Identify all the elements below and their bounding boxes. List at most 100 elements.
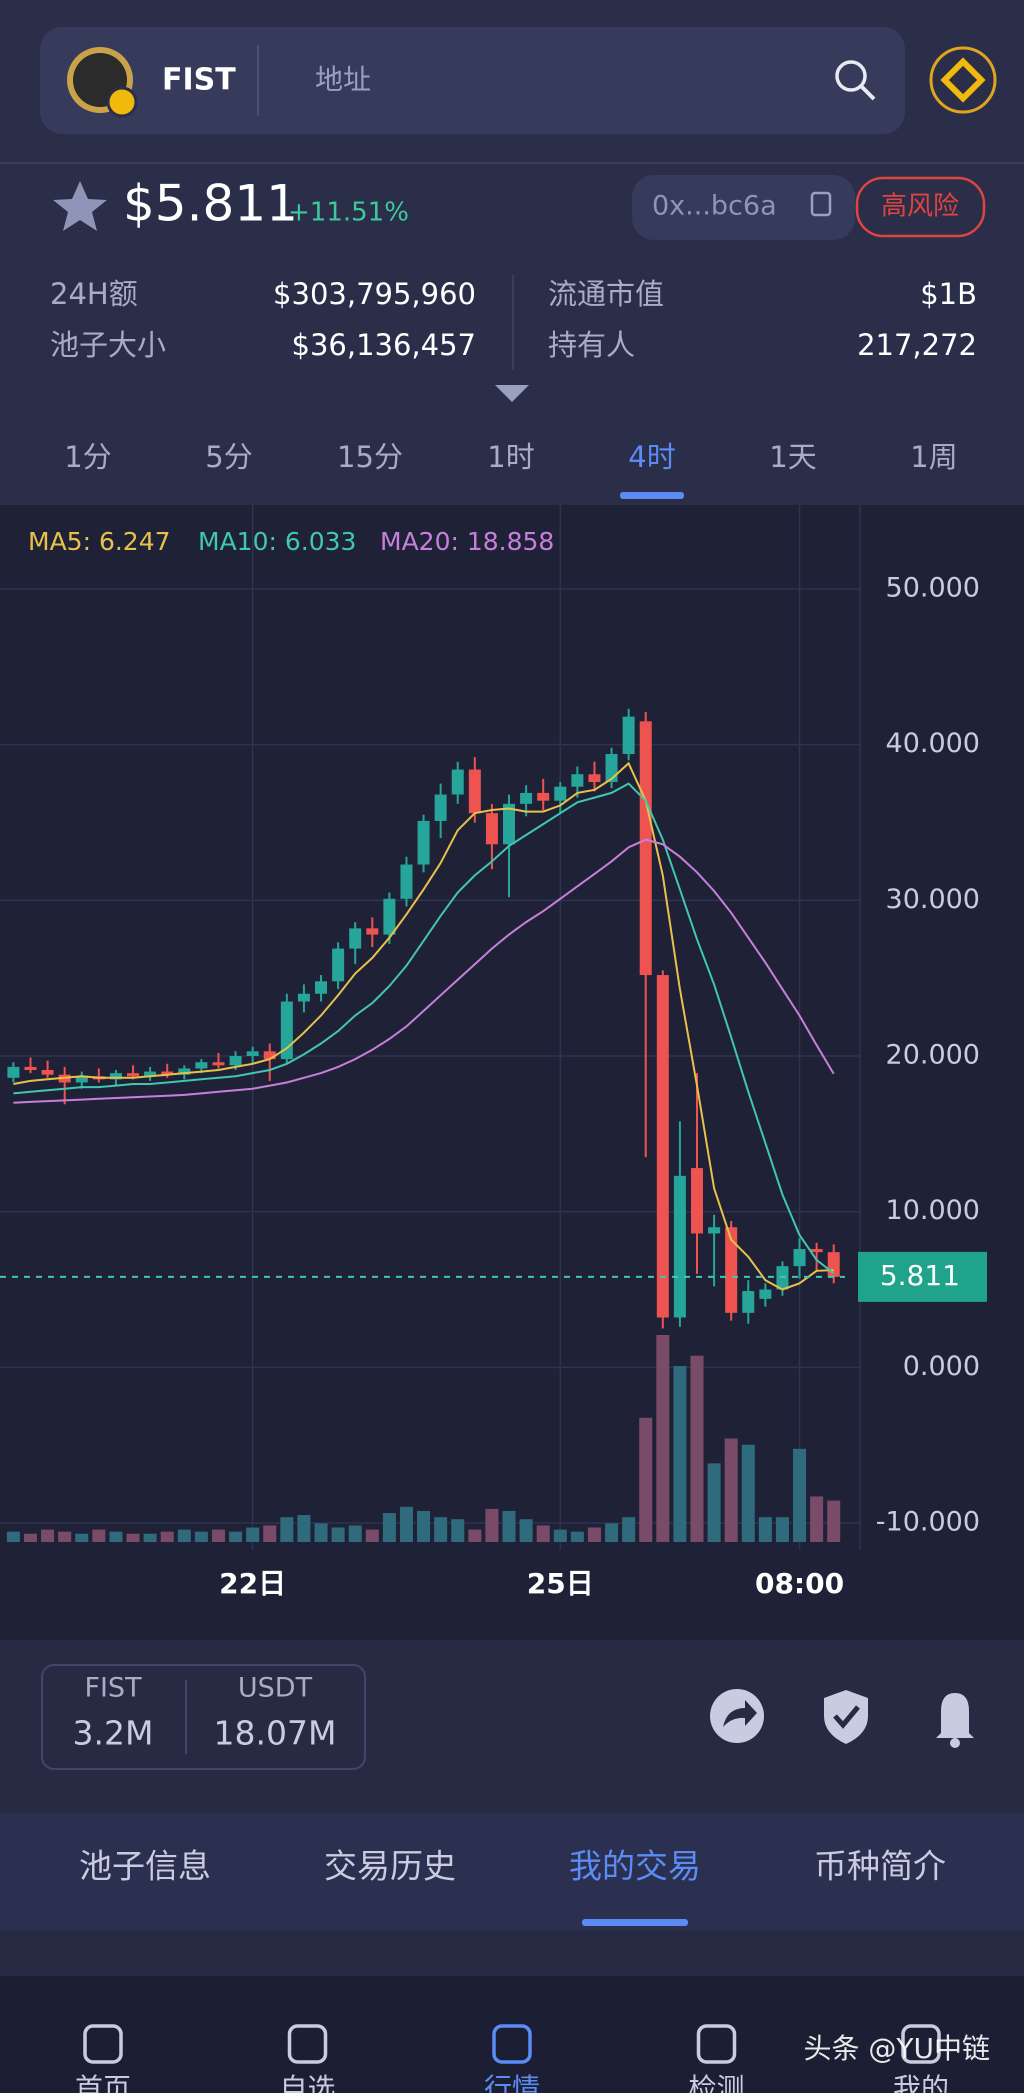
nav-label[interactable]: 我的 [893,2072,949,2093]
candle-body [793,1249,806,1267]
volume-bar [399,1506,413,1542]
token-name: FIST [162,63,236,98]
volume-bar [724,1438,738,1542]
candle-body [759,1289,772,1299]
volume-bar [194,1531,208,1542]
security-button[interactable] [824,1690,868,1744]
candle-body [554,786,567,801]
candle-body [810,1249,823,1253]
volume-bar [109,1531,123,1542]
section-tab[interactable]: 交易历史 [324,1847,456,1886]
volume-bar [331,1527,345,1542]
nav-label[interactable]: 行情 [484,2072,540,2093]
volume-bar [519,1519,533,1542]
candle-body [229,1056,242,1066]
stat-value: $1B [920,277,977,311]
volume-bar [126,1533,140,1542]
current-price-box [858,1251,987,1302]
nav-icon[interactable] [287,2024,328,2064]
timeframe-tab[interactable]: 1周 [910,440,957,474]
volume-bar [451,1519,465,1542]
volume-bar [622,1517,636,1542]
address-pill[interactable] [632,175,855,240]
volume-bar [348,1525,362,1542]
volume-bar [434,1517,448,1542]
volume-bar [314,1523,328,1542]
search-placeholder: 地址 [315,63,371,96]
search-bar[interactable] [40,27,905,134]
copy-icon[interactable] [810,191,832,217]
volume-bar [775,1517,789,1542]
y-tick-label: 0.000 [903,1351,980,1382]
candle-body [691,1168,703,1234]
candle-body [656,975,669,1318]
expand-arrow[interactable] [495,385,529,402]
section-tab[interactable]: 我的交易 [569,1847,701,1886]
candle-body [349,928,362,949]
balance-label: FIST [84,1673,142,1704]
stat-label: 持有人 [548,328,635,362]
volume-bar [690,1355,704,1542]
candle-body [742,1291,755,1313]
risk-label: 高风险 [881,192,959,222]
active-underline [620,492,684,499]
ma-legend: MA20: 18.858 [380,527,554,556]
candle-body [144,1071,157,1077]
alert-button[interactable] [936,1693,974,1748]
bnb-icon [940,57,986,103]
stat-label: 流通市值 [548,277,664,311]
nav-label[interactable]: 自选 [279,2072,335,2093]
volume-bar [92,1529,106,1542]
volume-bar [468,1529,482,1542]
timeframe-tab[interactable]: 4时 [628,440,675,474]
stat-label: 24H额 [50,277,138,311]
timeframe-tab[interactable]: 1天 [769,440,816,474]
candle-body [41,1070,54,1075]
timeframe-tab[interactable]: 1分 [64,440,111,474]
volume-bar [280,1517,294,1542]
y-tick-label: -10.000 [876,1507,980,1538]
contract-address: 0x...bc6a [652,191,777,222]
nav-icon[interactable] [901,2024,941,2064]
volume-bar [58,1531,72,1542]
volume-bar [6,1531,20,1542]
nav-label[interactable]: 首页 [75,2072,131,2093]
candle-body [400,864,413,899]
x-tick-label: 08:00 [755,1567,844,1600]
volume-bar [741,1444,755,1542]
volume-bar [177,1529,191,1542]
ma-legend: MA10: 6.033 [198,527,356,556]
nav-label[interactable]: 检测 [688,2072,744,2093]
candle-body [297,993,310,1002]
volume-bar [297,1515,311,1542]
nav-icon[interactable] [492,2024,532,2064]
candle-body [571,774,584,787]
volume-bar [263,1525,277,1542]
price: $5.811 [123,175,298,233]
bnb-button[interactable] [929,46,997,114]
balance-box [41,1664,366,1770]
timeframe-tab[interactable]: 15分 [337,440,403,474]
candle-body [75,1076,88,1083]
candle-body [315,981,328,994]
section-tab[interactable]: 池子信息 [79,1847,211,1886]
candle-body [109,1073,122,1080]
volume-bar [417,1510,431,1542]
volume-bar [605,1523,619,1542]
section-tab[interactable]: 币种简介 [814,1847,946,1886]
volume-bar [673,1366,687,1542]
candle-body [639,721,652,976]
share-button[interactable] [710,1689,764,1743]
volume-bar [758,1517,772,1542]
timeframe-tab[interactable]: 5分 [205,440,252,474]
nav-icon[interactable] [696,2024,737,2064]
timeframe-tab[interactable]: 1时 [487,440,534,474]
nav-icon[interactable] [83,2024,123,2064]
ma-legend: MA5: 6.247 [28,527,171,556]
y-tick-label: 20.000 [886,1040,980,1071]
price-change: +11.51% [288,198,409,228]
favorite-star[interactable] [53,181,107,231]
volume-bar [229,1531,243,1542]
tabs-bar [0,1813,1024,1930]
search-icon[interactable] [835,60,876,101]
